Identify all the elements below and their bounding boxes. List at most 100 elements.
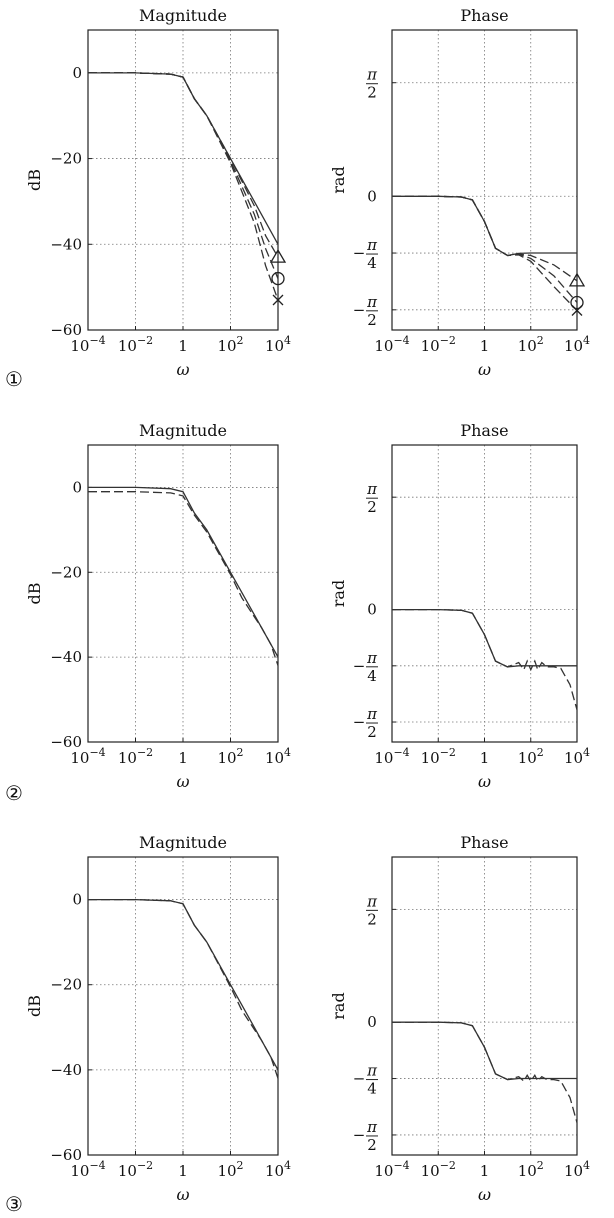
chart-5-plot-frame	[87, 856, 279, 1156]
chart-6-y-tick-denominator: 2	[367, 1136, 377, 1154]
chart-1-x-tick-label: 1	[178, 337, 188, 355]
chart-1-series-4-marker-cross	[272, 294, 284, 306]
panel-label-3: ③	[5, 1192, 23, 1216]
chart-6-y-tick-fraction: π2	[366, 892, 378, 928]
chart-2-series-4-line	[392, 195, 578, 311]
chart-6-y-axis-label: rad	[329, 992, 348, 1019]
chart-4-x-tick-label: 102	[518, 746, 544, 767]
chart-5-x-tick-label: 10−2	[118, 1159, 153, 1180]
panel-label-2: ②	[5, 781, 23, 805]
chart-6-y-tick-sign: −	[353, 1126, 366, 1144]
chart-6-title: Phase	[460, 833, 508, 852]
chart-3-x-tick-label: 104	[265, 746, 291, 767]
chart-3-x-tick-label: 10−4	[70, 746, 105, 767]
chart-6-x-tick-label: 1	[480, 1162, 490, 1180]
chart-6-y-tick-numerator: π	[366, 892, 378, 910]
chart-2-y-tick-sign: −	[353, 301, 366, 319]
chart-1-series-3-marker-circle	[271, 271, 285, 286]
chart-1-y-tick-label: −40	[50, 235, 82, 253]
chart-1-series-3-line	[88, 72, 279, 279]
chart-4-y-axis-label: rad	[329, 580, 348, 607]
chart-6-y-tick-sign: −	[353, 1070, 366, 1088]
chart-1-group: Magnitude 10−4 10−2 1 102 104 0 −20 −40 −60 ω dB	[25, 6, 291, 379]
chart-4-y-tick-fraction: π2	[366, 480, 378, 516]
chart-6-plot-frame	[391, 856, 578, 1156]
chart-5-title: Magnitude	[139, 833, 227, 852]
chart-4-title: Phase	[460, 421, 508, 440]
chart-4-y-tick-denominator: 2	[367, 723, 377, 741]
chart-1-x-tick-label: 10−2	[118, 334, 153, 355]
chart-4-y-tick-sign: −	[353, 713, 366, 731]
chart-1-y-tick-label: −60	[50, 321, 82, 339]
chart-3-group: Magnitude 10−4 10−2 1 102 104 0 −20 −40 −60 ω dB	[25, 421, 291, 791]
chart-2-x-tick-label: 1	[480, 337, 490, 355]
chart-2-y-axis-label: rad	[329, 166, 348, 193]
chart-3-series-1-line	[88, 486, 279, 658]
chart-2-y-tick-denominator: 4	[367, 254, 377, 272]
chart-5-x-tick-label: 102	[217, 1159, 243, 1180]
chart-3-plot-frame	[87, 444, 279, 743]
chart-4-plot-frame	[391, 444, 578, 743]
chart-2-plot-frame	[391, 29, 578, 331]
chart-2-y-tick-fraction: π2	[366, 66, 378, 102]
chart-6-y-tick-numerator: π	[366, 1062, 378, 1080]
chart-6-y-tick-numerator: π	[366, 1118, 378, 1136]
chart-1-y-tick-label: 0	[72, 64, 82, 82]
chart-4-x-tick-label: 1	[480, 749, 490, 767]
chart-1-series-2-marker-triangle	[269, 248, 287, 263]
chart-4-y-tick-denominator: 2	[367, 498, 377, 516]
chart-5-x-tick-label: 104	[265, 1159, 291, 1180]
chart-6-x-tick-label: 10−4	[374, 1159, 409, 1180]
chart-6-y-tick-label: 0	[367, 1013, 377, 1031]
chart-5-group: Magnitude 10−4 10−2 1 102 104 0 −20 −40 −60 ω dB	[25, 833, 291, 1204]
chart-5-x-tick-label: 10−4	[70, 1159, 105, 1180]
chart-4-y-tick-label: 0	[367, 601, 377, 619]
chart-2-y-tick-denominator: 2	[367, 311, 377, 329]
chart-2-series-2-marker-triangle	[568, 272, 586, 287]
chart-6-y-tick-denominator: 4	[367, 1080, 377, 1098]
chart-4-y-tick-denominator: 4	[367, 667, 377, 685]
chart-6-series-2-line	[392, 1021, 578, 1123]
chart-3-title: Magnitude	[139, 421, 227, 440]
chart-1-plot-frame	[87, 29, 279, 331]
chart-2-x-tick-label: 10−2	[421, 334, 456, 355]
chart-5-x-axis-label: ω	[176, 1185, 189, 1204]
chart-4-y-tick-numerator: π	[366, 705, 378, 723]
chart-6-x-axis-label: ω	[478, 1185, 491, 1204]
chart-3-x-axis-label: ω	[176, 772, 189, 791]
chart-3-y-tick-label: −20	[50, 563, 82, 581]
chart-2-title: Phase	[460, 6, 508, 25]
chart-4-x-tick-label: 10−4	[374, 746, 409, 767]
chart-2-y-tick-numerator: π	[366, 236, 378, 254]
chart-4-series-2-line	[392, 608, 578, 710]
chart-2-x-tick-label: 104	[564, 334, 590, 355]
chart-3-x-tick-label: 102	[217, 746, 243, 767]
chart-6-y-tick-fraction: − π2	[353, 1118, 378, 1154]
chart-4-x-tick-label: 10−2	[421, 746, 456, 767]
chart-2-x-tick-label: 102	[518, 334, 544, 355]
chart-2-y-tick-sign: −	[353, 244, 366, 262]
chart-6-y-tick-denominator: 2	[367, 910, 377, 928]
chart-1-series-4-line	[88, 72, 279, 301]
chart-2-y-tick-label: 0	[367, 187, 377, 205]
chart-3-x-tick-label: 10−2	[118, 746, 153, 767]
chart-5-x-tick-label: 1	[178, 1162, 188, 1180]
chart-1-y-tick-label: −20	[50, 150, 82, 168]
chart-2-x-axis-label: ω	[478, 360, 491, 379]
chart-2-y-tick-numerator: π	[366, 66, 378, 84]
chart-1-x-tick-label: 10−4	[70, 334, 105, 355]
chart-5-y-axis-label: dB	[25, 995, 44, 1017]
chart-4-x-tick-label: 104	[564, 746, 590, 767]
chart-1-x-tick-label: 102	[217, 334, 243, 355]
chart-4-y-tick-numerator: π	[366, 480, 378, 498]
chart-3-y-tick-label: 0	[72, 478, 82, 496]
chart-3-y-tick-label: −60	[50, 733, 82, 751]
chart-2-y-tick-numerator: π	[366, 293, 378, 311]
chart-6-y-tick-fraction: − π4	[353, 1062, 378, 1098]
chart-6-series-1-line	[392, 1021, 577, 1081]
chart-5-y-tick-label: −20	[50, 976, 82, 994]
